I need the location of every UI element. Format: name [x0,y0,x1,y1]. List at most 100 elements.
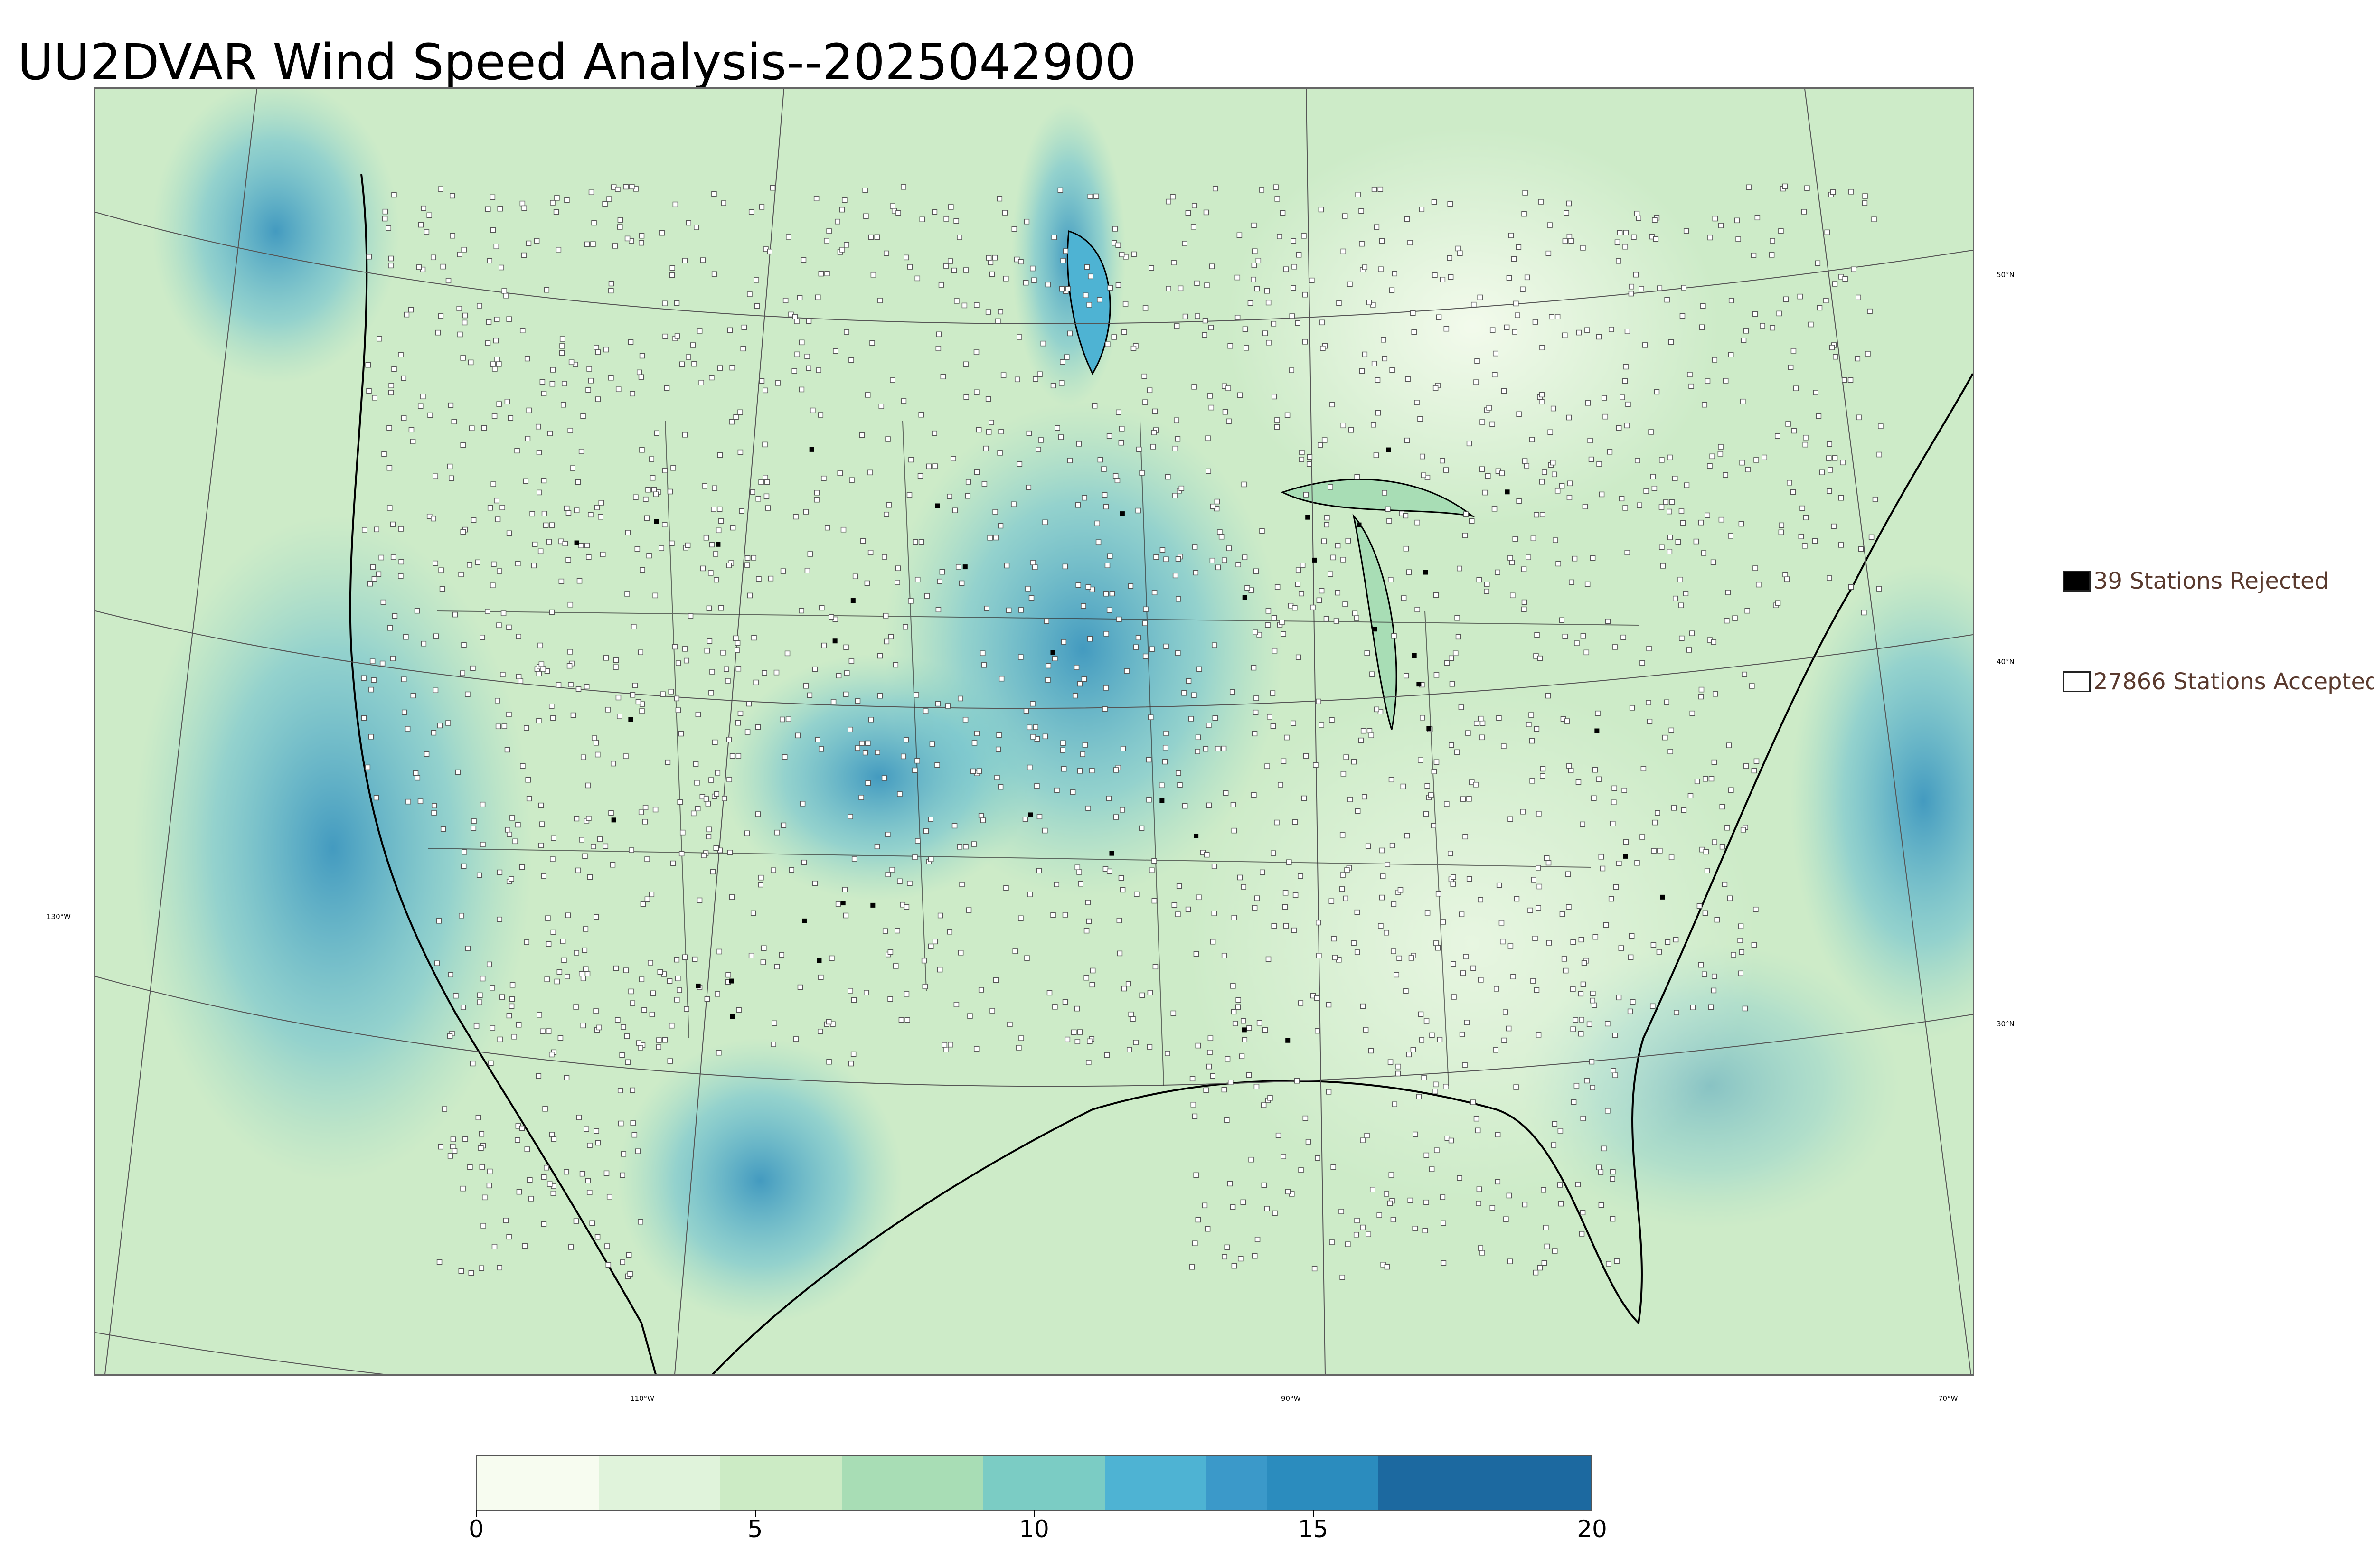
station-accepted-marker [1378,266,1384,272]
station-accepted-marker [1743,763,1749,769]
station-accepted-marker [490,582,496,588]
station-accepted-marker [895,928,900,934]
station-accepted-marker [1172,573,1178,579]
station-accepted-marker [1237,392,1243,398]
station-accepted-marker [1478,977,1484,983]
station-accepted-marker [1193,570,1199,576]
station-accepted-marker [452,611,458,618]
station-accepted-marker [1343,895,1348,901]
station-accepted-marker [1061,766,1067,772]
station-accepted-marker [595,349,601,355]
station-accepted-marker [1827,575,1832,581]
station-accepted-marker [433,687,439,693]
station-accepted-marker [1862,193,1868,199]
station-accepted-marker [793,514,799,520]
station-accepted-marker [1710,559,1716,565]
station-accepted-marker [1182,803,1188,809]
station-accepted-marker [1254,286,1260,292]
station-accepted-marker [679,829,686,836]
station-accepted-marker [974,302,980,308]
station-rejected-marker [611,817,616,823]
station-accepted-marker [1097,457,1103,463]
station-accepted-marker [1726,742,1732,748]
colorbar-segment [598,1456,720,1510]
station-accepted-marker [460,670,465,676]
station-accepted-marker [1360,1003,1366,1009]
station-rejected-marker [1305,515,1310,520]
station-accepted-marker [759,204,765,210]
station-accepted-marker [580,976,586,981]
station-accepted-marker [574,507,580,513]
station-accepted-marker [874,234,880,240]
station-accepted-marker [953,218,959,224]
station-accepted-marker [1024,218,1030,225]
station-accepted-marker [361,715,367,721]
station-accepted-marker [1668,854,1675,860]
station-accepted-marker [1433,672,1440,678]
station-accepted-marker [564,1169,569,1175]
station-accepted-marker [1311,1266,1318,1272]
station-accepted-marker [1539,479,1545,485]
station-accepted-marker [457,252,462,257]
station-accepted-marker [782,298,789,303]
station-accepted-marker [659,545,664,551]
station-accepted-marker [1478,897,1483,903]
station-accepted-marker [491,413,498,419]
station-accepted-marker [1366,1231,1371,1237]
station-accepted-marker [720,650,726,656]
station-accepted-marker [1152,964,1159,970]
station-accepted-marker [1301,795,1307,801]
station-accepted-marker [1868,534,1875,540]
station-accepted-marker [1274,196,1280,202]
station-accepted-marker [1300,563,1306,568]
station-accepted-marker [1573,1083,1580,1089]
station-accepted-marker [1451,874,1456,880]
station-accepted-marker [724,666,729,672]
station-accepted-marker [1204,852,1210,858]
lon-label-70w: 70°W [1938,1394,1958,1403]
northwest-wind-region [152,89,399,383]
station-accepted-marker [1532,936,1538,941]
station-accepted-marker [1723,472,1728,478]
station-accepted-marker [669,272,675,278]
station-accepted-marker [741,324,747,330]
station-accepted-marker [1291,264,1297,270]
station-accepted-marker [1195,749,1200,754]
wind-speed-map[interactable] [94,87,1974,1376]
station-accepted-marker [473,1023,480,1029]
station-accepted-marker [1493,1047,1498,1053]
station-accepted-marker [1404,833,1410,839]
station-accepted-marker [1318,442,1323,448]
station-accepted-marker [1507,1258,1513,1264]
station-accepted-marker [664,385,670,391]
station-accepted-marker [1295,567,1301,573]
station-accepted-marker [1262,1027,1268,1033]
station-accepted-marker [565,557,571,563]
station-accepted-marker [1623,364,1629,370]
station-accepted-marker [1321,538,1327,544]
station-accepted-marker [795,732,801,739]
station-accepted-marker [487,1168,493,1174]
station-accepted-marker [1120,746,1126,751]
station-accepted-marker [928,856,934,862]
station-accepted-marker [445,278,452,283]
station-accepted-marker [691,810,697,817]
station-accepted-marker [928,943,934,949]
station-accepted-marker [1265,956,1272,962]
station-accepted-marker [957,844,962,850]
station-accepted-marker [784,650,791,657]
station-accepted-marker [842,887,848,892]
station-accepted-marker [669,1023,675,1029]
station-accepted-marker [1261,1182,1267,1188]
station-accepted-marker [1740,827,1746,833]
station-accepted-marker [410,439,416,444]
station-accepted-marker [1133,644,1139,650]
station-accepted-marker [499,994,505,1000]
station-accepted-marker [573,1218,579,1224]
station-accepted-marker [534,238,540,244]
pacific-wind-region [133,516,532,1181]
station-accepted-marker [1440,276,1446,282]
station-accepted-marker [603,843,609,849]
station-accepted-marker [1171,902,1178,908]
station-accepted-marker [863,213,869,219]
